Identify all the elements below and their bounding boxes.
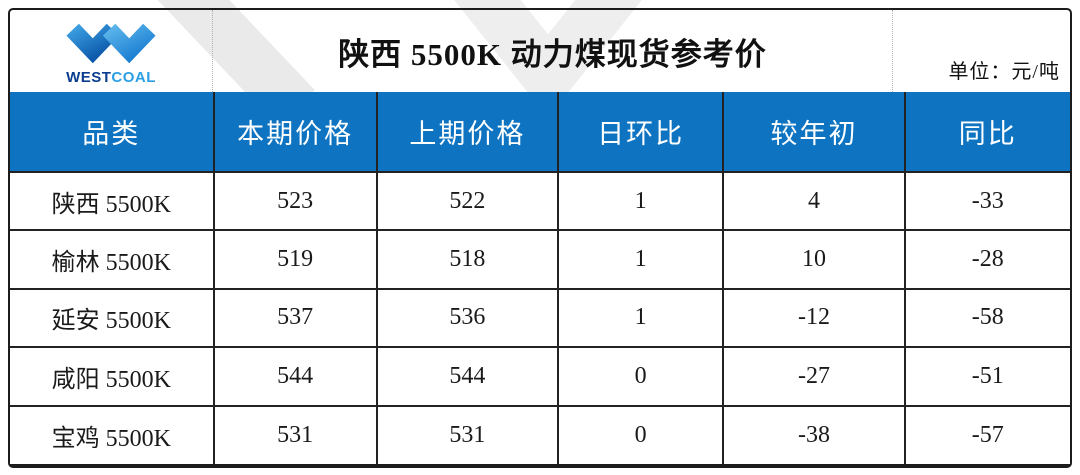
page-title: 陕西 5500K 动力煤现货参考价 xyxy=(338,36,767,72)
category-cell: 咸阳 5500K xyxy=(10,346,215,407)
value-cell: 10 xyxy=(722,229,906,290)
value-cell: 519 xyxy=(212,229,378,290)
value-cell: -33 xyxy=(903,170,1070,232)
value-cell: 4 xyxy=(722,170,906,232)
category-cell: 延安 5500K xyxy=(10,287,215,349)
value-cell: -57 xyxy=(903,404,1070,464)
brand-wordmark-coal: COAL xyxy=(111,68,156,86)
table-row: 陕西 5500K 523 522 1 4 -33 xyxy=(10,170,1070,232)
value-cell: 1 xyxy=(556,287,725,349)
brand-logo: WESTCOAL xyxy=(10,10,213,92)
table-row: 榆林 5500K 519 518 1 10 -28 xyxy=(10,229,1070,290)
column-header-ytd: 较年初 xyxy=(722,92,906,173)
value-cell: 518 xyxy=(375,229,560,290)
value-cell: -38 xyxy=(722,404,906,464)
brand-wordmark: WESTCOAL xyxy=(66,70,156,85)
westcoal-w-icon xyxy=(66,23,156,63)
title-zone: 陕西 5500K 动力煤现货参考价 xyxy=(213,10,892,92)
unit-zone: 单位：元/吨 xyxy=(892,10,1070,92)
value-cell: -28 xyxy=(903,229,1070,290)
column-header-previous: 上期价格 xyxy=(375,92,560,173)
value-cell: 523 xyxy=(212,170,378,232)
brand-wordmark-west: WEST xyxy=(66,68,112,86)
category-cell: 陕西 5500K xyxy=(10,170,215,232)
value-cell: 544 xyxy=(212,346,378,407)
value-cell: 522 xyxy=(375,170,560,232)
value-cell: 0 xyxy=(556,346,725,407)
table-row: 咸阳 5500K 544 544 0 -27 -51 xyxy=(10,346,1070,407)
unit-label: 单位：元/吨 xyxy=(948,61,1060,83)
value-cell: 544 xyxy=(375,346,560,407)
table-body: 陕西 5500K 523 522 1 4 -33 榆林 5500K 519 518 1 10 -28 延… xyxy=(10,170,1070,464)
column-header-category: 品类 xyxy=(10,92,215,173)
header-row: 品类 本期价格 上期价格 日环比 较年初 同比 xyxy=(10,92,1070,173)
value-cell: -12 xyxy=(722,287,906,349)
value-cell: -27 xyxy=(722,346,906,407)
value-cell: -58 xyxy=(903,287,1070,349)
value-cell: 1 xyxy=(556,229,725,290)
value-cell: 531 xyxy=(212,404,378,464)
price-table: 品类 本期价格 上期价格 日环比 较年初 同比 陕西 5500K 523 522 1 4… xyxy=(10,92,1070,464)
category-cell: 榆林 5500K xyxy=(10,229,215,290)
value-cell: 0 xyxy=(556,404,725,464)
column-header-dod: 日环比 xyxy=(556,92,725,173)
table-row: 宝鸡 5500K 531 531 0 -38 -57 xyxy=(10,404,1070,464)
column-header-current: 本期价格 xyxy=(212,92,378,173)
value-cell: 537 xyxy=(212,287,378,349)
header-band: WESTCOAL 陕西 5500K 动力煤现货参考价 单位：元/吨 xyxy=(10,10,1070,92)
category-cell: 宝鸡 5500K xyxy=(10,404,215,464)
table-header: 品类 本期价格 上期价格 日环比 较年初 同比 xyxy=(10,92,1070,173)
table-card: WESTCOAL 陕西 5500K 动力煤现货参考价 单位：元/吨 品类 本期价… xyxy=(8,8,1072,468)
value-cell: 536 xyxy=(375,287,560,349)
column-header-yoy: 同比 xyxy=(903,92,1070,173)
value-cell: 531 xyxy=(375,404,560,464)
value-cell: 1 xyxy=(556,170,725,232)
table-row: 延安 5500K 537 536 1 -12 -58 xyxy=(10,287,1070,349)
value-cell: -51 xyxy=(903,346,1070,407)
